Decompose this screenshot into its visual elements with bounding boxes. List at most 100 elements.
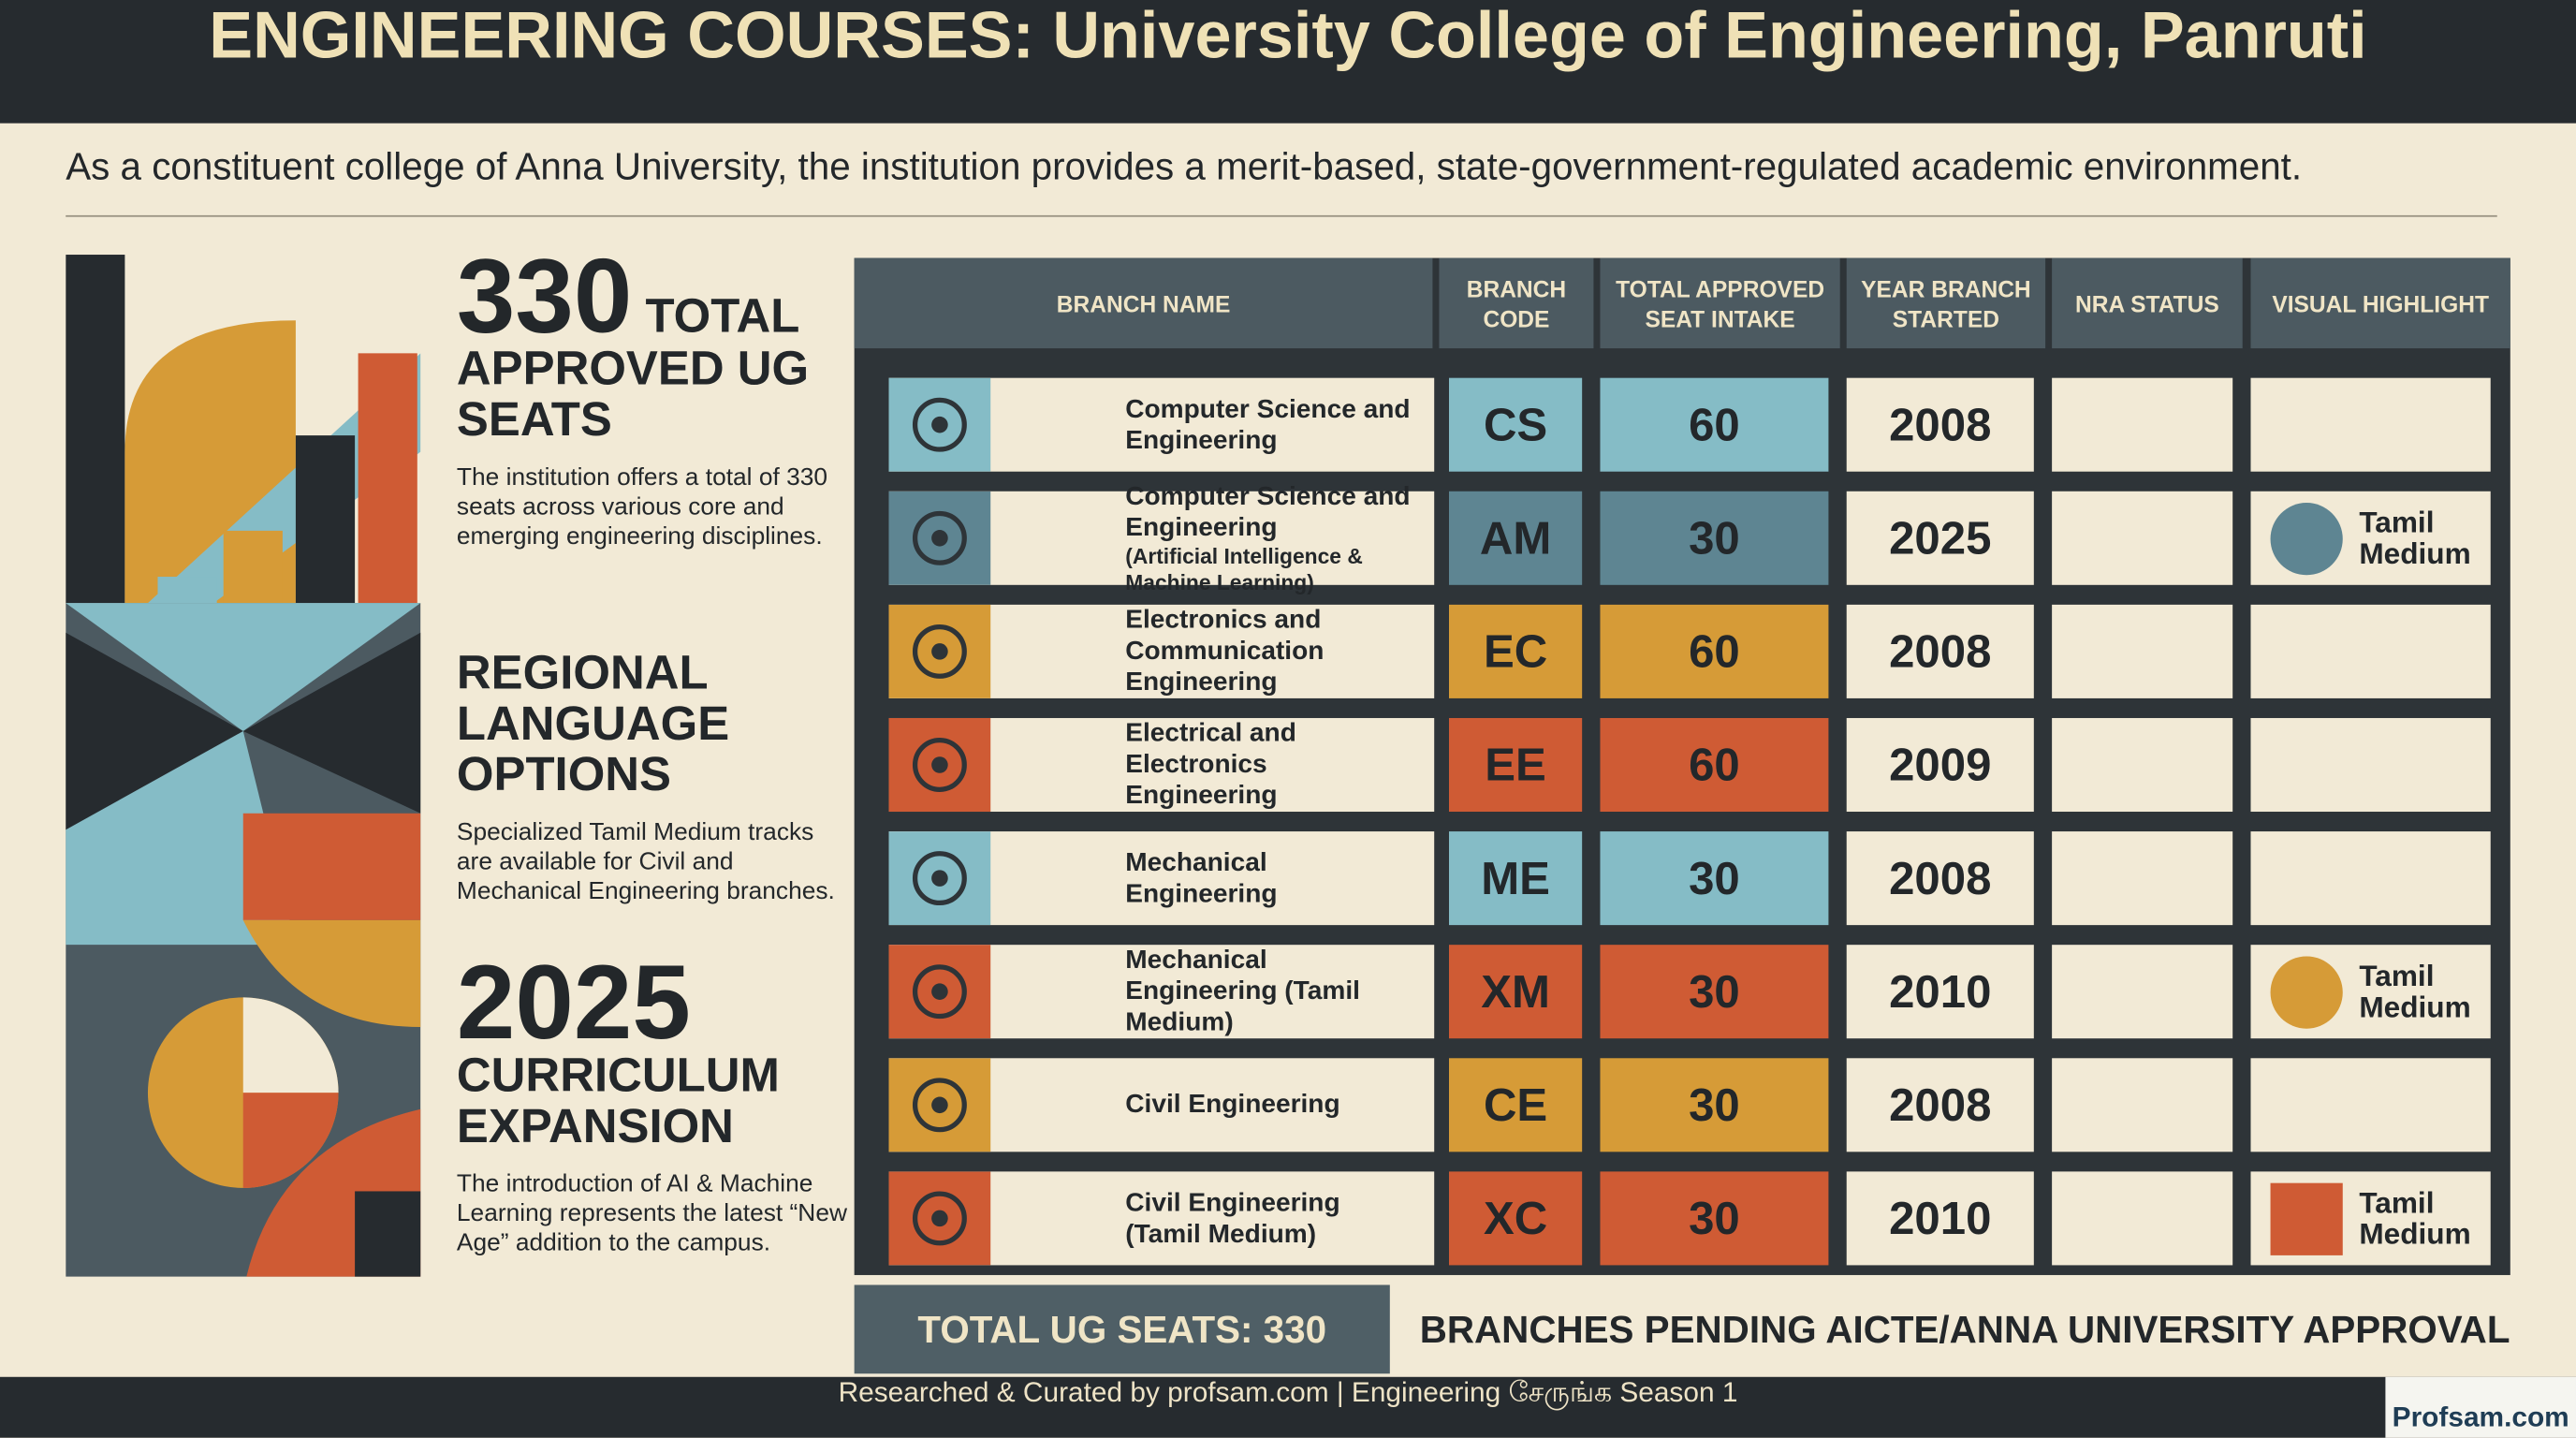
highlight-block: REGIONAL LANGUAGE OPTIONS Specialized Tam… <box>456 647 855 907</box>
visual-highlight <box>2250 1058 2491 1152</box>
year-started: 2010 <box>1846 1171 2034 1266</box>
subtitle: As a constituent college of Anna Univers… <box>66 144 2303 188</box>
branch-icon <box>888 604 991 698</box>
branch-name-cell: Mechanical Engineering <box>888 831 1435 926</box>
branch-icon <box>888 831 991 926</box>
visual-highlight: Tamil Medium <box>2250 945 2491 1039</box>
visual-highlight <box>2250 604 2491 698</box>
highlight-marker <box>2270 502 2343 575</box>
seat-intake: 30 <box>1600 945 1829 1039</box>
branch-name-text: Civil Engineering <box>889 1090 1360 1121</box>
highlight-marker <box>2270 1181 2343 1255</box>
branch-icon <box>888 1171 991 1266</box>
credit: Researched & Curated by profsam.com | En… <box>838 1376 1738 1409</box>
year-started: 2008 <box>1846 1058 2034 1152</box>
footer-bar <box>0 1376 2576 1438</box>
highlight-label: Tamil Medium <box>2359 1185 2471 1250</box>
branch-name-text: Electronics and Communication Engineerin… <box>889 605 1435 698</box>
nra-status <box>2052 377 2233 472</box>
nra-status <box>2052 717 2233 813</box>
branch-name-cell: Mechanical Engineering (Tamil Medium) <box>888 945 1435 1039</box>
visual-highlight <box>2250 377 2491 472</box>
branch-name-cell: Civil Engineering <box>888 1058 1435 1152</box>
highlight-label: Tamil Medium <box>2359 959 2471 1023</box>
year-started: 2010 <box>1846 945 2034 1039</box>
branch-code: CS <box>1448 377 1583 472</box>
branch-name-text: Computer Science and Engineering <box>889 393 1435 456</box>
branch-name-cell: Electronics and Communication Engineerin… <box>888 604 1435 698</box>
seat-intake: 30 <box>1600 1058 1829 1152</box>
highlight-number: 2025 <box>456 943 691 1062</box>
year-started: 2009 <box>1846 717 2034 813</box>
branch-code: EE <box>1448 717 1583 813</box>
column-header: NRA STATUS <box>2052 257 2243 349</box>
seat-intake: 60 <box>1600 604 1829 698</box>
seat-intake: 30 <box>1600 831 1829 926</box>
seat-intake: 30 <box>1600 491 1829 585</box>
nra-status <box>2052 831 2233 926</box>
column-header: YEAR BRANCH STARTED <box>1846 257 2046 349</box>
decorative-art <box>66 255 421 1277</box>
highlight-heading: REGIONAL LANGUAGE OPTIONS <box>456 647 855 802</box>
visual-highlight <box>2250 717 2491 813</box>
nra-status <box>2052 1171 2233 1266</box>
branch-code: AM <box>1448 491 1583 585</box>
highlight-marker <box>2270 955 2343 1028</box>
year-started: 2025 <box>1846 491 2034 585</box>
branch-code: CE <box>1448 1058 1583 1152</box>
highlight-number: 330 <box>456 236 633 356</box>
highlight-block: 2025 CURRICULUM EXPANSION The introductio… <box>457 949 855 1258</box>
divider <box>66 214 2497 217</box>
column-header: BRANCH CODE <box>1439 257 1594 349</box>
nra-status <box>2052 945 2233 1039</box>
branch-icon <box>888 717 991 813</box>
branch-name-cell: Electrical and Electronics Engineering <box>888 717 1435 813</box>
visual-highlight <box>2250 831 2491 926</box>
branch-name-text: Mechanical Engineering (Tamil Medium) <box>889 945 1435 1038</box>
branch-name-text: Computer Science and Engineering (Artific… <box>889 480 1435 595</box>
branch-name-text: Electrical and Electronics Engineering <box>889 718 1435 812</box>
header-bar <box>0 0 2576 124</box>
branch-name: Computer Science and Engineering <box>1125 482 1411 542</box>
year-started: 2008 <box>1846 604 2034 698</box>
column-header: VISUAL HIGHLIGHT <box>2250 257 2510 349</box>
total-seats: TOTAL UG SEATS: 330 <box>854 1284 1390 1374</box>
highlight-label: Tamil Medium <box>2359 505 2471 570</box>
highlight-label: REGIONAL LANGUAGE OPTIONS <box>456 647 730 802</box>
branch-name: Electrical and Electronics Engineering <box>1125 719 1296 811</box>
branch-name: Civil Engineering <box>1125 1091 1340 1120</box>
highlight-heading: 2025 CURRICULUM EXPANSION <box>457 949 855 1153</box>
branch-name-cell: Computer Science and Engineering <box>888 377 1435 472</box>
highlight-label: TOTAL APPROVED UG SEATS <box>456 290 810 448</box>
seat-intake: 60 <box>1600 377 1829 472</box>
seat-intake: 30 <box>1600 1171 1829 1266</box>
branch-icon <box>888 377 991 472</box>
visual-highlight: Tamil Medium <box>2250 1171 2491 1266</box>
nra-status <box>2052 1058 2233 1152</box>
branch-name-cell: Computer Science and Engineering (Artific… <box>888 482 1435 594</box>
highlight-heading: 330 TOTAL APPROVED UG SEATS <box>456 243 855 448</box>
branch-name-text: Mechanical Engineering <box>889 847 1435 910</box>
branch-name: Civil Engineering (Tamil Medium) <box>1125 1188 1340 1248</box>
nra-status <box>2052 491 2233 585</box>
column-header: BRANCH NAME <box>854 257 1433 349</box>
branch-icon <box>888 945 991 1039</box>
branch-code: ME <box>1448 831 1583 926</box>
branch-table: BRANCH NAME BRANCH CODE TOTAL APPROVED SEA… <box>854 257 2510 1275</box>
branch-name: Mechanical Engineering <box>1125 848 1278 908</box>
highlight-block: 330 TOTAL APPROVED UG SEATS The instituti… <box>456 243 855 551</box>
year-started: 2008 <box>1846 377 2034 472</box>
year-started: 2008 <box>1846 831 2034 926</box>
branch-name: Mechanical Engineering (Tamil Medium) <box>1125 946 1360 1037</box>
branch-detail: (Artificial Intelligence & Machine Learn… <box>1125 543 1363 594</box>
visual-highlight: Tamil Medium <box>2250 491 2491 585</box>
pending-note: BRANCHES PENDING AICTE/ANNA UNIVERSITY A… <box>1419 1307 2510 1350</box>
branch-name-text: Civil Engineering (Tamil Medium) <box>889 1187 1435 1250</box>
branch-code: EC <box>1448 604 1583 698</box>
branch-icon <box>888 491 991 585</box>
highlight-text: The institution offers a total of 330 se… <box>456 462 828 550</box>
highlight-text: Specialized Tamil Medium tracks are avai… <box>456 818 835 906</box>
seat-intake: 60 <box>1600 717 1829 813</box>
